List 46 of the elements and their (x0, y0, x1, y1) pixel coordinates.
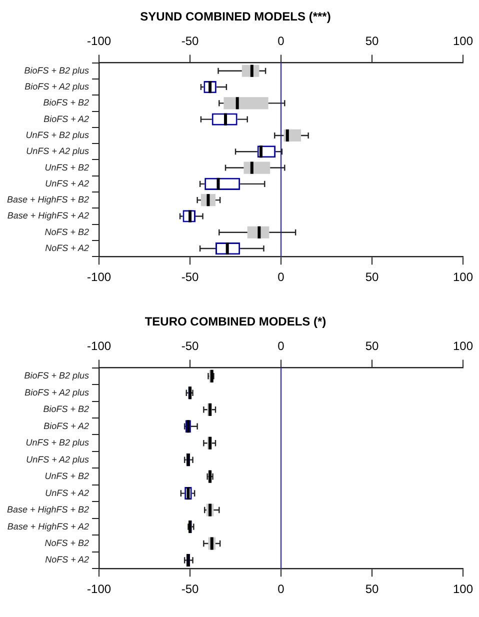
x-tick-label: -50 (181, 270, 200, 284)
y-tick-label: BioFS + A2 plus (24, 387, 90, 398)
x2-tick-label: 100 (452, 34, 474, 48)
y-tick-label: UnFS + A2 (45, 488, 90, 498)
x-tick-label: 100 (452, 270, 474, 284)
y-tick-label: NoFS + A2 (45, 243, 90, 254)
x2-tick-label: 0 (278, 34, 285, 48)
x2-tick-label: -100 (87, 338, 112, 353)
x2-tick-label: 50 (365, 34, 379, 48)
x-tick-label: -100 (87, 582, 112, 596)
x2-tick-label: -50 (181, 338, 200, 353)
y-tick-label: UnFS + B2 plus (26, 130, 90, 140)
chart-title: TEURO COMBINED MODELS (*) (144, 314, 326, 329)
y-tick-label: BioFS + A2 (44, 420, 90, 431)
y-tick-label: Base + HighFS + B2 (7, 194, 90, 205)
y-tick-label: BioFS + B2 (43, 98, 90, 108)
y-tick-label: Base + HighFS + B2 (7, 504, 90, 515)
x-tick-label: 50 (365, 582, 379, 596)
x-tick-label: 100 (452, 582, 474, 596)
y-tick-label: Base + HighFS + A2 (7, 521, 90, 532)
chart-title: SYUND COMBINED MODELS (***) (140, 10, 331, 24)
y-tick-label: UnFS + A2 (45, 178, 90, 188)
y-tick-label: BioFS + B2 (43, 404, 90, 414)
y-tick-label: UnFS + B2 plus (26, 438, 90, 448)
y-tick-label: BioFS + A2 (44, 114, 90, 124)
y-tick-label: BioFS + B2 plus (24, 65, 90, 76)
y-tick-label: BioFS + B2 plus (24, 370, 90, 381)
x-tick-label: 50 (365, 270, 379, 284)
y-tick-label: UnFS + A2 plus (26, 454, 90, 464)
y-tick-label: BioFS + A2 plus (24, 82, 90, 92)
x2-tick-label: 50 (365, 338, 379, 353)
x2-tick-label: -50 (181, 34, 200, 48)
y-tick-label: UnFS + B2 (44, 162, 90, 172)
x-tick-label: 0 (278, 582, 285, 596)
y-tick-label: NoFS + B2 (44, 226, 90, 237)
y-tick-label: NoFS + A2 (45, 554, 90, 565)
x-tick-label: -100 (87, 270, 112, 284)
y-tick-label: UnFS + B2 (44, 471, 90, 482)
x-tick-label: 0 (278, 270, 285, 284)
x2-tick-label: -100 (87, 34, 112, 48)
y-tick-label: UnFS + A2 plus (26, 146, 90, 156)
x2-tick-label: 0 (278, 338, 285, 353)
x-tick-label: -50 (181, 582, 200, 596)
y-tick-label: NoFS + B2 (44, 538, 90, 548)
x2-tick-label: 100 (452, 338, 474, 353)
y-tick-label: Base + HighFS + A2 (7, 210, 90, 221)
